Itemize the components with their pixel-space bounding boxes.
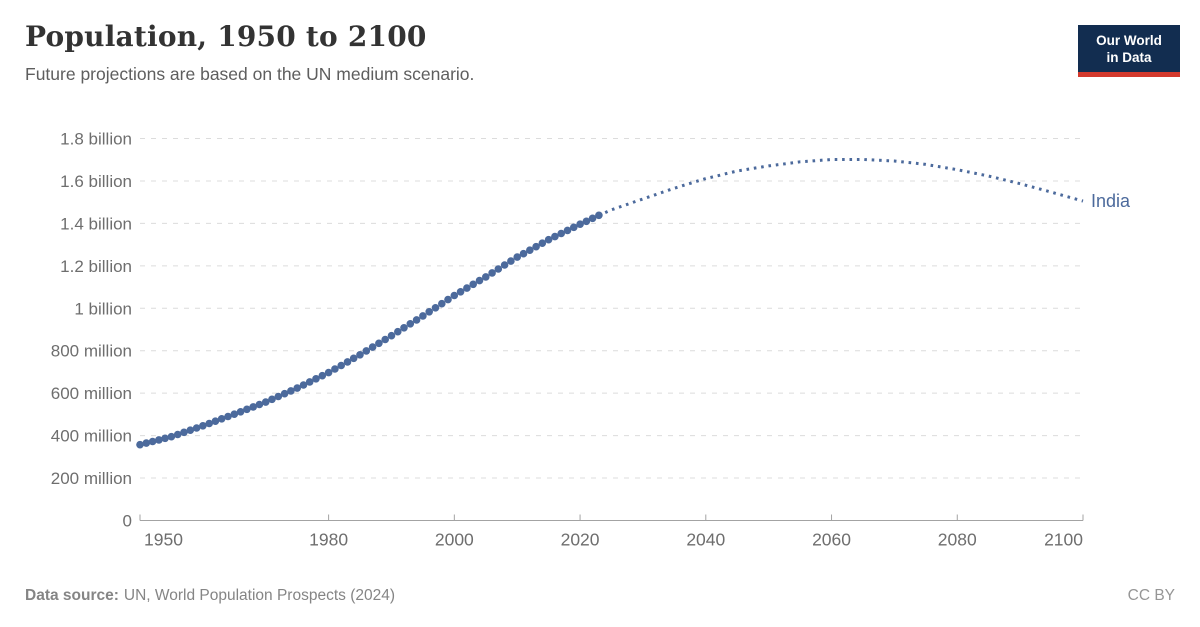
license-badge[interactable]: CC BY: [1127, 587, 1175, 604]
x-axis-label: 1950: [144, 530, 183, 550]
x-axis-label: 2100: [1044, 530, 1083, 550]
y-axis-label: 1.6 billion: [60, 172, 132, 191]
owid-logo-line1: Our World: [1096, 33, 1162, 48]
chart-subtitle: Future projections are based on the UN m…: [25, 64, 475, 84]
y-axis-label: 200 million: [51, 469, 132, 488]
data-source-label: Data source:: [25, 587, 119, 604]
y-axis-label: 800 million: [51, 342, 132, 361]
projected-series[interactable]: [604, 158, 1084, 214]
x-axis-label: 2000: [435, 530, 474, 550]
owid-logo-line2: in Data: [1106, 50, 1152, 65]
y-axis-label: 600 million: [51, 384, 132, 403]
y-axis-label: 1.8 billion: [60, 130, 132, 149]
data-source: Data source: UN, World Population Prospec…: [25, 587, 395, 605]
x-axis-label: 2040: [686, 530, 725, 550]
data-source-text: UN, World Population Prospects (2024): [123, 587, 395, 604]
x-axis-label: 2080: [938, 530, 977, 550]
chart-header: Population, 1950 to 2100 Future projecti…: [25, 20, 474, 85]
owid-logo[interactable]: Our World in Data: [1078, 25, 1180, 77]
y-axis-label: 400 million: [51, 427, 132, 446]
y-axis-label: 0: [123, 512, 132, 531]
series-label-india[interactable]: India: [1091, 191, 1131, 211]
x-axis-label: 1980: [309, 530, 348, 550]
y-axis-label: 1.2 billion: [60, 257, 132, 276]
chart-title: Population, 1950 to 2100: [25, 20, 427, 53]
x-axis-label: 2060: [812, 530, 851, 550]
chart-footer: Data source: UN, World Population Prospec…: [25, 587, 1175, 605]
y-axis-label: 1.4 billion: [60, 214, 132, 233]
y-axis-label: 1 billion: [74, 299, 132, 318]
observed-series[interactable]: [136, 211, 603, 449]
x-axis-label: 2020: [561, 530, 600, 550]
